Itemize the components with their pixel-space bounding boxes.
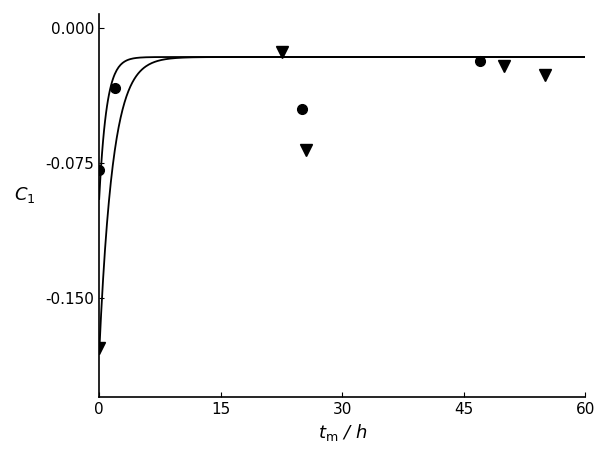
Y-axis label: $C_1$: $C_1$ (14, 185, 35, 205)
X-axis label: $t_{\mathrm{m}}$ / h: $t_{\mathrm{m}}$ / h (317, 422, 367, 443)
